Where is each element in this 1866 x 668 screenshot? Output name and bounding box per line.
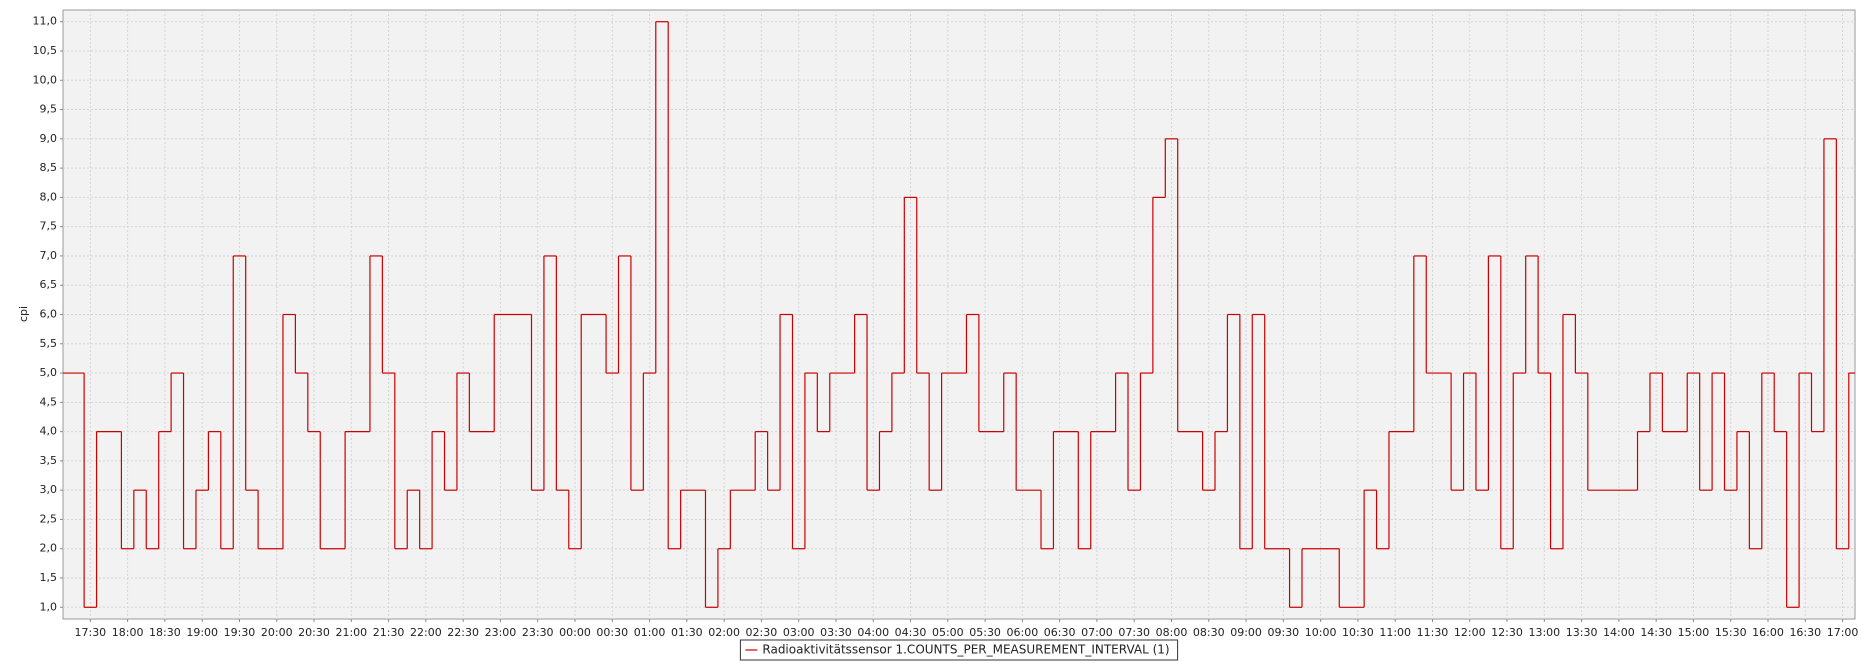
x-tick-label: 13:00: [1528, 626, 1560, 639]
x-tick-label: 20:30: [298, 626, 330, 639]
x-tick-label: 10:30: [1342, 626, 1374, 639]
y-tick-label: 9,0: [40, 132, 58, 145]
x-tick-label: 03:30: [820, 626, 852, 639]
x-tick-label: 22:30: [447, 626, 479, 639]
y-tick-label: 8,5: [40, 161, 58, 174]
x-tick-label: 04:00: [857, 626, 889, 639]
x-tick-label: 08:00: [1156, 626, 1188, 639]
x-tick-label: 00:30: [596, 626, 628, 639]
x-tick-label: 17:00: [1827, 626, 1859, 639]
x-tick-label: 09:30: [1267, 626, 1299, 639]
x-tick-label: 08:30: [1193, 626, 1225, 639]
x-tick-label: 02:30: [746, 626, 778, 639]
legend-label: Radioaktivitätssensor 1.COUNTS_PER_MEASU…: [762, 643, 1169, 657]
y-tick-label: 4,5: [40, 395, 58, 408]
y-tick-label: 4,0: [40, 425, 58, 438]
y-tick-label: 10,5: [33, 44, 58, 57]
x-tick-label: 23:00: [485, 626, 517, 639]
y-tick-label: 6,5: [40, 278, 58, 291]
x-tick-label: 05:30: [969, 626, 1001, 639]
y-tick-label: 3,0: [40, 483, 58, 496]
x-tick-label: 12:00: [1454, 626, 1486, 639]
x-tick-label: 04:30: [895, 626, 927, 639]
y-tick-label: 11,0: [33, 15, 58, 28]
x-tick-label: 09:00: [1230, 626, 1262, 639]
x-tick-label: 16:00: [1752, 626, 1784, 639]
x-tick-label: 10:00: [1305, 626, 1337, 639]
x-tick-label: 12:30: [1491, 626, 1523, 639]
x-tick-label: 02:00: [708, 626, 740, 639]
x-tick-label: 11:00: [1379, 626, 1411, 639]
x-tick-label: 07:30: [1118, 626, 1150, 639]
x-tick-label: 19:30: [224, 626, 256, 639]
x-tick-label: 23:30: [522, 626, 554, 639]
x-tick-label: 14:30: [1640, 626, 1672, 639]
x-tick-label: 05:00: [932, 626, 964, 639]
y-tick-label: 5,5: [40, 337, 58, 350]
y-tick-label: 1,0: [40, 600, 58, 613]
x-tick-label: 03:00: [783, 626, 815, 639]
x-tick-label: 21:00: [335, 626, 367, 639]
y-tick-label: 8,0: [40, 190, 58, 203]
x-tick-label: 01:30: [671, 626, 703, 639]
x-tick-label: 13:30: [1566, 626, 1598, 639]
x-tick-label: 00:00: [559, 626, 591, 639]
x-tick-label: 14:00: [1603, 626, 1635, 639]
legend-box: [739, 639, 1179, 661]
y-axis-label: cpi: [17, 306, 30, 322]
y-tick-label: 10,0: [33, 73, 58, 86]
x-tick-label: 20:00: [261, 626, 293, 639]
x-tick-label: 16:30: [1789, 626, 1821, 639]
x-tick-label: 06:00: [1007, 626, 1039, 639]
y-tick-label: 2,5: [40, 512, 58, 525]
y-tick-label: 3,5: [40, 454, 58, 467]
y-tick-label: 7,5: [40, 220, 58, 233]
x-tick-label: 15:30: [1715, 626, 1747, 639]
x-tick-label: 18:00: [112, 626, 144, 639]
x-tick-label: 06:30: [1044, 626, 1076, 639]
y-tick-label: 5,0: [40, 366, 58, 379]
x-tick-label: 15:00: [1678, 626, 1710, 639]
y-tick-label: 9,5: [40, 103, 58, 116]
x-tick-label: 19:00: [186, 626, 218, 639]
y-tick-label: 6,0: [40, 308, 58, 321]
x-tick-label: 21:30: [373, 626, 405, 639]
x-tick-label: 07:00: [1081, 626, 1113, 639]
x-tick-label: 17:30: [74, 626, 106, 639]
x-tick-label: 11:30: [1417, 626, 1449, 639]
x-tick-label: 22:00: [410, 626, 442, 639]
y-tick-label: 7,0: [40, 249, 58, 262]
x-tick-label: 01:00: [634, 626, 666, 639]
y-tick-label: 2,0: [40, 542, 58, 555]
x-tick-label: 18:30: [149, 626, 181, 639]
y-tick-label: 1,5: [40, 571, 58, 584]
